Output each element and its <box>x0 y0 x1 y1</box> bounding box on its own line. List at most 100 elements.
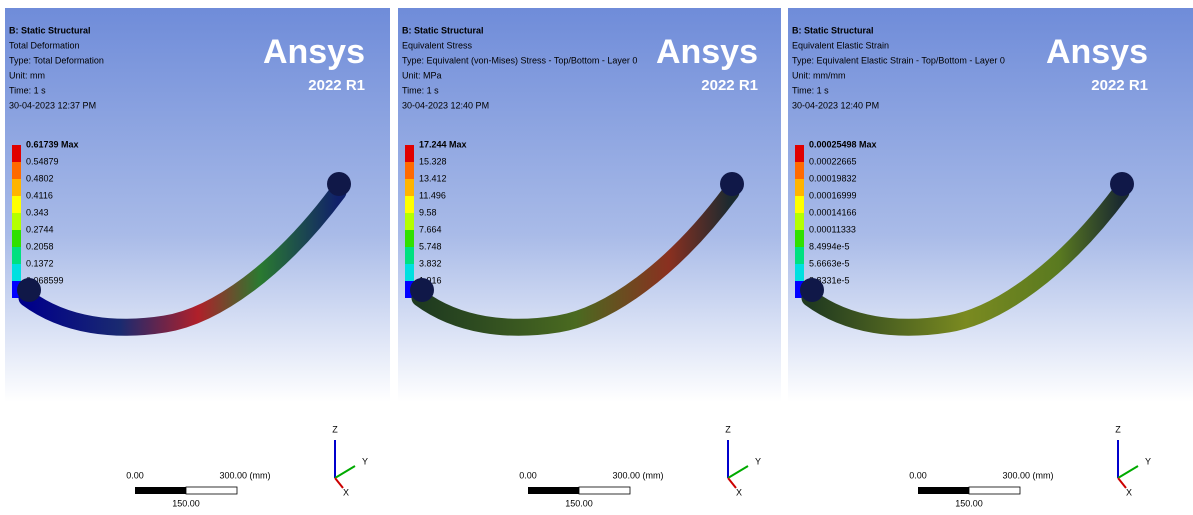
part-end <box>1110 172 1134 196</box>
legend-band <box>795 196 804 213</box>
axis-y-label: Y <box>362 456 368 466</box>
scale-start: 0.00 <box>519 470 537 480</box>
header-line: Type: Equivalent Elastic Strain - Top/Bo… <box>792 55 1005 65</box>
legend-band <box>405 162 414 179</box>
scale-mid: 150.00 <box>955 498 983 508</box>
part-end <box>327 172 351 196</box>
legend-band <box>12 213 21 230</box>
part-end <box>410 278 434 302</box>
header-line: Type: Total Deformation <box>9 55 104 65</box>
scale-start: 0.00 <box>909 470 927 480</box>
logo-version: 2022 R1 <box>308 77 365 94</box>
scale-mid: 150.00 <box>565 498 593 508</box>
header-line: 30-04-2023 12:40 PM <box>402 100 489 110</box>
result-panel: B: Static Structural Total Deformation Typ… <box>5 8 390 513</box>
scale-end: 300.00 (mm) <box>219 470 270 480</box>
axis-x-label: X <box>1126 487 1132 497</box>
legend-label: 5.6663e-5 <box>809 258 850 268</box>
legend-label: 8.4994e-5 <box>809 241 850 251</box>
header-line: B: Static Structural <box>9 25 91 35</box>
legend-label: 15.328 <box>419 156 447 166</box>
legend-band <box>795 230 804 247</box>
legend-band <box>405 196 414 213</box>
legend-band <box>405 230 414 247</box>
legend-label: 0.00016999 <box>809 190 857 200</box>
header-line: Equivalent Elastic Strain <box>792 40 889 50</box>
scale-end: 300.00 (mm) <box>1002 470 1053 480</box>
legend-band <box>405 145 414 162</box>
legend-band <box>795 247 804 264</box>
scale-start: 0.00 <box>126 470 144 480</box>
legend-label: 0.00025498 Max <box>809 139 877 149</box>
scale-mid: 150.00 <box>172 498 200 508</box>
legend-band <box>405 264 414 281</box>
part-end <box>800 278 824 302</box>
logo: Ansys <box>1046 33 1148 71</box>
result-panel: B: Static Structural Equivalent Elastic S… <box>788 8 1193 513</box>
legend-band <box>12 247 21 264</box>
legend-label: 0.00019832 <box>809 173 857 183</box>
header-line: Unit: MPa <box>402 70 442 80</box>
axis-x-label: X <box>343 487 349 497</box>
legend-band <box>795 162 804 179</box>
legend-label: 0.2058 <box>26 241 54 251</box>
legend-label: 0.00022665 <box>809 156 857 166</box>
header-line: Time: 1 s <box>792 85 829 95</box>
legend-label: 13.412 <box>419 173 447 183</box>
axis-z-label: Z <box>332 424 338 434</box>
header-line: B: Static Structural <box>792 25 874 35</box>
legend-label: 5.748 <box>419 241 442 251</box>
part-end <box>17 278 41 302</box>
header-line: Total Deformation <box>9 40 80 50</box>
axis-z-label: Z <box>725 424 731 434</box>
legend-band <box>795 213 804 230</box>
header-line: B: Static Structural <box>402 25 484 35</box>
legend-label: 0.00014166 <box>809 207 857 217</box>
scale-bar <box>969 487 1020 494</box>
scale-end: 300.00 (mm) <box>612 470 663 480</box>
header-line: Type: Equivalent (von-Mises) Stress - To… <box>402 55 637 65</box>
legend-band <box>405 247 414 264</box>
legend-label: 0.2744 <box>26 224 54 234</box>
legend-band <box>12 230 21 247</box>
legend-label: 0.54879 <box>26 156 59 166</box>
axis-y-label: Y <box>1145 456 1151 466</box>
scale-bar <box>186 487 237 494</box>
legend-label: 0.61739 Max <box>26 139 79 149</box>
scale-bar <box>528 487 579 494</box>
axis-y-label: Y <box>755 456 761 466</box>
logo-version: 2022 R1 <box>1091 77 1148 94</box>
logo-version: 2022 R1 <box>701 77 758 94</box>
logo: Ansys <box>656 33 758 71</box>
logo: Ansys <box>263 33 365 71</box>
legend-band <box>405 213 414 230</box>
scale-bar <box>579 487 630 494</box>
scale-bar <box>918 487 969 494</box>
legend-label: 9.58 <box>419 207 437 217</box>
header-line: Time: 1 s <box>9 85 46 95</box>
header-line: Equivalent Stress <box>402 40 473 50</box>
legend-label: 7.664 <box>419 224 442 234</box>
legend-label: 11.496 <box>419 190 446 200</box>
part-end <box>720 172 744 196</box>
screenshot: B: Static Structural Total Deformation Typ… <box>0 0 1193 515</box>
legend-band <box>405 179 414 196</box>
legend-label: 0.4116 <box>26 190 53 200</box>
legend-label: 3.832 <box>419 258 442 268</box>
legend-band <box>795 179 804 196</box>
header-line: 30-04-2023 12:40 PM <box>792 100 879 110</box>
legend-band <box>12 179 21 196</box>
axis-x-label: X <box>736 487 742 497</box>
legend-label: 0.4802 <box>26 173 54 183</box>
legend-band <box>12 196 21 213</box>
header-line: Unit: mm/mm <box>792 70 846 80</box>
legend-band <box>795 145 804 162</box>
header-line: Time: 1 s <box>402 85 439 95</box>
scale-bar <box>135 487 186 494</box>
result-panel: B: Static Structural Equivalent Stress Typ… <box>398 8 781 513</box>
header-line: 30-04-2023 12:37 PM <box>9 100 96 110</box>
legend-label: 0.343 <box>26 207 49 217</box>
legend-band <box>795 264 804 281</box>
legend-band <box>12 162 21 179</box>
legend-label: 17.244 Max <box>419 139 467 149</box>
